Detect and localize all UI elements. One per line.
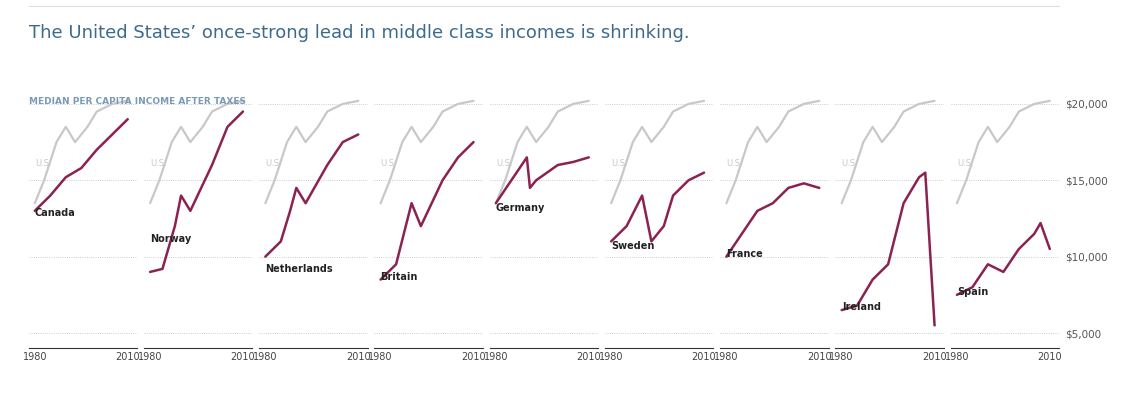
Text: France: France: [726, 249, 764, 259]
Text: U.S.: U.S.: [957, 159, 973, 168]
Text: U.S.: U.S.: [380, 159, 397, 168]
Text: Canada: Canada: [34, 208, 76, 218]
Text: Sweden: Sweden: [611, 241, 655, 252]
Text: The United States’ once-strong lead in middle class incomes is shrinking.: The United States’ once-strong lead in m…: [29, 24, 689, 42]
Text: Spain: Spain: [957, 287, 988, 297]
Text: MEDIAN PER CAPITA INCOME AFTER TAXES: MEDIAN PER CAPITA INCOME AFTER TAXES: [29, 97, 246, 106]
Text: U.S.: U.S.: [611, 159, 627, 168]
Text: U.S.: U.S.: [266, 159, 282, 168]
Text: Ireland: Ireland: [842, 303, 881, 313]
Text: U.S.: U.S.: [496, 159, 513, 168]
Text: Britain: Britain: [380, 272, 418, 282]
Text: Germany: Germany: [496, 203, 545, 213]
Text: U.S.: U.S.: [842, 159, 859, 168]
Text: U.S.: U.S.: [34, 159, 52, 168]
Text: U.S.: U.S.: [726, 159, 743, 168]
Text: Netherlands: Netherlands: [266, 264, 333, 274]
Text: Norway: Norway: [150, 234, 191, 244]
Text: U.S.: U.S.: [150, 159, 167, 168]
